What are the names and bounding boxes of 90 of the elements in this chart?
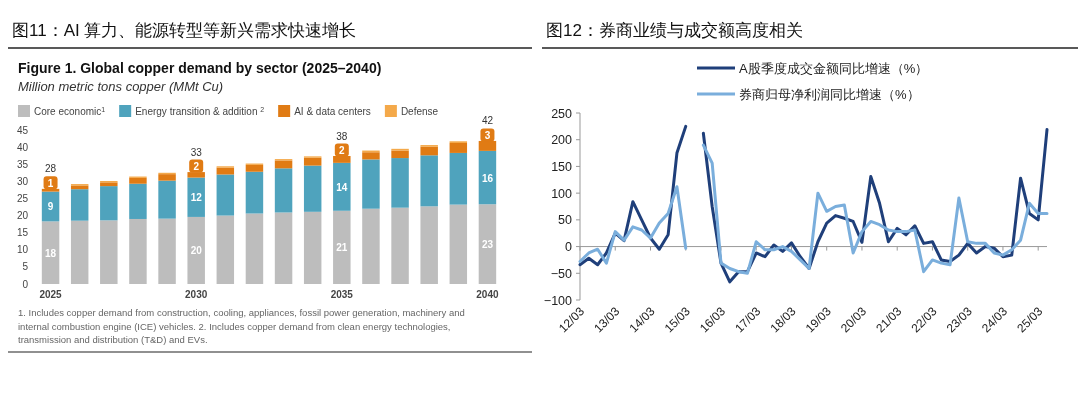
x-tick-label: 2030 [185, 289, 208, 300]
bar [245, 164, 264, 172]
bar [216, 215, 235, 284]
bar [187, 216, 205, 284]
y-tick-label: −50 [550, 266, 573, 281]
y-tick-label: 20 [16, 210, 29, 222]
chart-title: 图11：AI 算力、能源转型等新兴需求快速增长 [12, 21, 357, 40]
bar [478, 204, 497, 284]
bar [70, 189, 89, 221]
bar [303, 211, 322, 284]
y-tick-label: 25 [16, 192, 29, 204]
chart-subtitle: Figure 1. Global copper demand by sector (2025–2040) [18, 60, 382, 76]
bar [449, 143, 468, 153]
data-label: 14 [336, 181, 348, 193]
y-tick-label: 15 [16, 227, 29, 239]
bar [187, 177, 205, 217]
bar [391, 207, 409, 284]
legend-label: Energy transition & addition $^{2}$ [135, 105, 265, 117]
chart-title: 图12：券商业绩与成交额高度相关 [546, 21, 803, 40]
y-tick-label: −100 [543, 293, 573, 308]
data-label: 9 [47, 201, 54, 213]
bar [333, 210, 351, 284]
data-label: 20 [190, 245, 203, 257]
bar [420, 146, 438, 156]
bar [362, 208, 380, 284]
y-tick-label: 35 [16, 158, 29, 170]
bar [100, 186, 118, 221]
bar [245, 171, 264, 214]
bar [303, 165, 322, 212]
bar [274, 168, 293, 213]
data-label: 2 [193, 161, 200, 173]
total-label: 42 [481, 115, 494, 127]
total-label: 38 [336, 130, 348, 142]
data-label: 12 [190, 192, 203, 204]
y-tick-label: 50 [558, 213, 573, 228]
text: 1. Includes copper demand from construction, cooling, appliances, fossil power generation, machinery and internal combustion engine (ICE) vehicles. 2. Includes copper demand from clean energy technologies, transmission and distribution (T&D) and EVs. [18, 307, 465, 345]
bar [216, 174, 235, 216]
bar [245, 213, 264, 284]
data-label: 21 [336, 242, 348, 254]
legend-label: Core economic$^{1}$ [34, 105, 106, 117]
legend-label: A股季度成交金额同比增速（%） [739, 61, 929, 76]
y-tick-label: 0 [565, 240, 573, 255]
bar [420, 206, 438, 284]
bar [70, 185, 89, 190]
data-label: 3 [484, 129, 491, 141]
y-tick-label: 150 [551, 159, 573, 174]
y-tick-label: 250 [551, 106, 573, 121]
y-tick-label: 100 [551, 186, 573, 201]
bar [449, 152, 468, 205]
bar [100, 220, 118, 284]
data-label: 23 [481, 239, 494, 251]
bar [274, 212, 293, 284]
bar [449, 204, 468, 284]
y-tick-label: 30 [16, 175, 29, 187]
bar [158, 180, 176, 219]
x-tick-label: 2025 [39, 289, 63, 300]
bar [100, 182, 118, 187]
bar [333, 162, 351, 211]
total-label: 28 [45, 163, 57, 175]
legend-label: 券商归母净利润同比增速（%） [739, 87, 920, 102]
bar [420, 155, 438, 207]
x-tick-label: 2035 [330, 289, 354, 300]
total-label: 33 [190, 146, 203, 158]
legend-label: Defense [400, 106, 439, 117]
data-label: 2 [339, 145, 346, 157]
data-label: 1 [47, 177, 54, 189]
bar [158, 218, 176, 284]
bar [303, 157, 322, 166]
y-tick-label: 5 [22, 261, 29, 273]
y-tick-label: 45 [16, 124, 29, 136]
bar [158, 174, 176, 181]
data-label: 18 [45, 247, 57, 259]
y-tick-label: 0 [22, 278, 29, 290]
bar [41, 221, 60, 284]
y-axis-title: Million metric tons copper (MMt Cu) [18, 79, 224, 94]
bar [362, 159, 380, 209]
y-tick-label: 200 [551, 133, 573, 148]
legend-label: AI & data centers [294, 106, 371, 117]
y-tick-label: 40 [16, 141, 29, 153]
bar [129, 218, 147, 284]
bar [70, 220, 89, 284]
bar [129, 183, 147, 219]
bar [391, 150, 409, 159]
bar [129, 177, 147, 184]
x-tick-label: 2040 [476, 289, 499, 300]
bar [362, 152, 380, 160]
bar [274, 160, 293, 169]
bar [391, 158, 409, 208]
data-label: 16 [481, 172, 494, 184]
y-tick-label: 10 [16, 244, 29, 256]
